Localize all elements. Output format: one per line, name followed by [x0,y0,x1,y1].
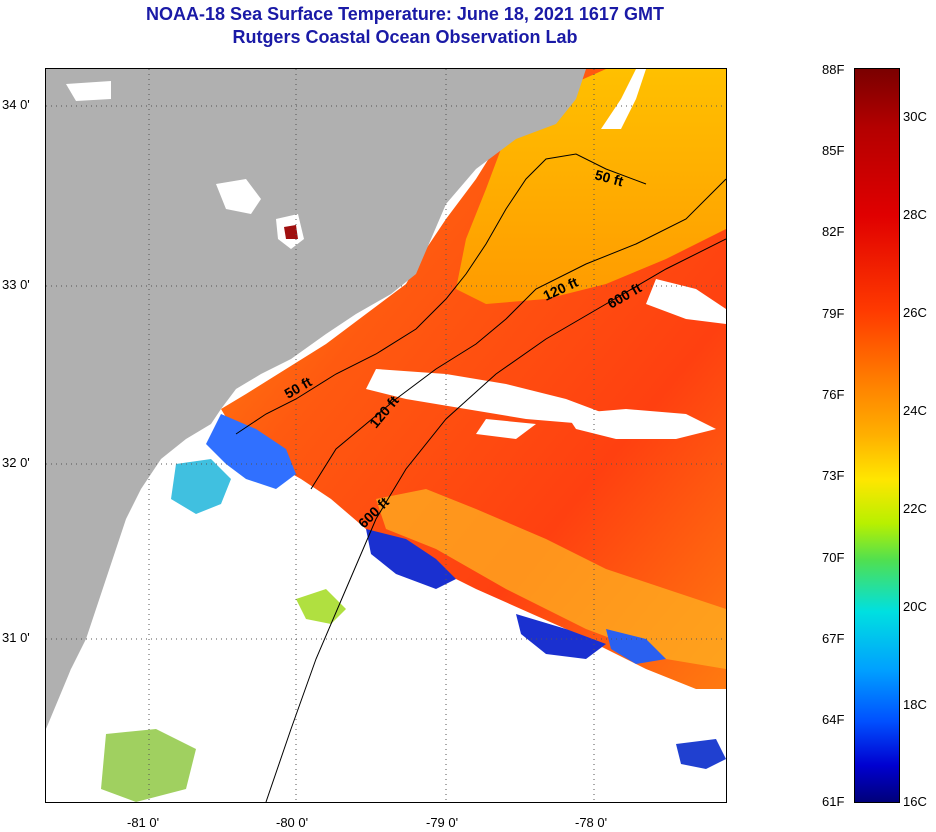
lat-label-31: 31 0' [2,630,30,645]
inland-lake-warm [284,225,298,239]
lat-label-34: 34 0' [2,97,30,112]
cool-patch-7 [101,729,196,802]
colorbar-f-88: 88F [822,62,845,77]
coastal-marsh [46,629,116,802]
colorbar-c-18: 18C [903,697,927,712]
lon-label-79: -79 0' [426,815,459,830]
cool-patch-2 [171,459,231,514]
inland-lake-1 [216,179,261,214]
cloud-streak-3 [646,279,726,324]
colorbar-c-24: 24C [903,403,927,418]
contour-600ft [265,238,726,802]
cloud-streak-1 [366,369,606,424]
colorbar-f-79: 79F [822,306,845,321]
temperature-colorbar [854,68,900,803]
inland-lake-3 [66,81,111,101]
colorbar-f-61: 61F [822,794,845,809]
colorbar-c-22: 22C [903,501,927,516]
colorbar-c-28: 28C [903,207,927,222]
lon-label-78: -78 0' [575,815,608,830]
colorbar-f-70: 70F [822,550,845,565]
colorbar-c-16: 16C [903,794,927,809]
cool-patch-5 [606,629,666,664]
lat-label-32: 32 0' [2,455,30,470]
land-mass [46,69,586,729]
colorbar-f-73: 73F [822,468,845,483]
lon-label-80: -80 0' [276,815,309,830]
contour-120ft [310,178,726,490]
colorbar-c-26: 26C [903,305,927,320]
colorbar-f-64: 64F [822,712,845,727]
sst-map-canvas: 50 ft 120 ft 600 ft 50 ft 120 ft 600 ft [46,69,726,802]
depth-contours [235,153,726,802]
contour-50ft [235,153,647,435]
map-subtitle: Rutgers Coastal Ocean Observation Lab [232,27,578,47]
cool-patch-4 [516,614,606,659]
cool-patch-1 [206,414,296,489]
offshore-yellow-band [376,489,726,669]
map-title: NOAA-18 Sea Surface Temperature: June 18… [146,4,664,24]
colorbar-f-67: 67F [822,631,845,646]
lat-label-33: 33 0' [2,277,30,292]
colorbar-f-85: 85F [822,143,845,158]
cloud-streak-2 [566,409,716,439]
cool-patch-6 [296,589,346,624]
graticule [46,69,726,802]
cool-patch-3 [366,529,456,589]
colorbar-c-20: 20C [903,599,927,614]
colorbar-f-82: 82F [822,224,845,239]
colorbar-c-30: 30C [903,109,927,124]
sst-map: 50 ft 120 ft 600 ft 50 ft 120 ft 600 ft [45,68,727,803]
cloud-streak-4 [476,419,536,439]
cool-patch-8 [676,739,726,769]
estuary-north [601,69,646,129]
colorbar-f-76: 76F [822,387,845,402]
contour-label-50ft-north: 50 ft [593,166,625,189]
lon-label-81: -81 0' [127,815,160,830]
